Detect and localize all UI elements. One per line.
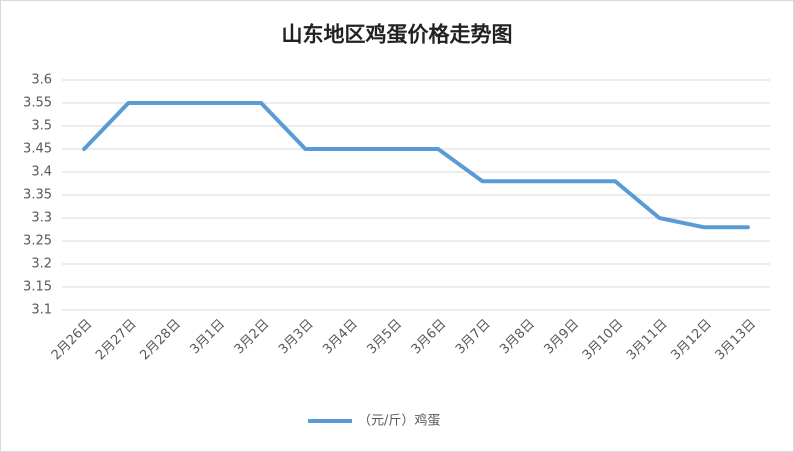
chart-title: 山东地区鸡蛋价格走势图	[282, 22, 513, 47]
y-tick-label: 3.55	[23, 96, 52, 111]
legend-label: （元/斤）鸡蛋	[358, 413, 440, 429]
y-tick-label: 3.3	[31, 211, 52, 226]
y-tick-label: 3.15	[23, 280, 52, 295]
data-line	[82, 101, 750, 230]
y-tick-label: 3.35	[23, 188, 52, 203]
y-tick-label: 3.4	[31, 165, 52, 180]
y-tick-label: 3.25	[23, 234, 52, 249]
y-tick-label: 3.45	[23, 142, 52, 157]
y-tick-label: 3.5	[31, 119, 52, 134]
y-tick-label: 3.1	[31, 303, 52, 318]
y-tick-label: 3.2	[31, 257, 52, 272]
y-tick-label: 3.6	[31, 73, 52, 88]
